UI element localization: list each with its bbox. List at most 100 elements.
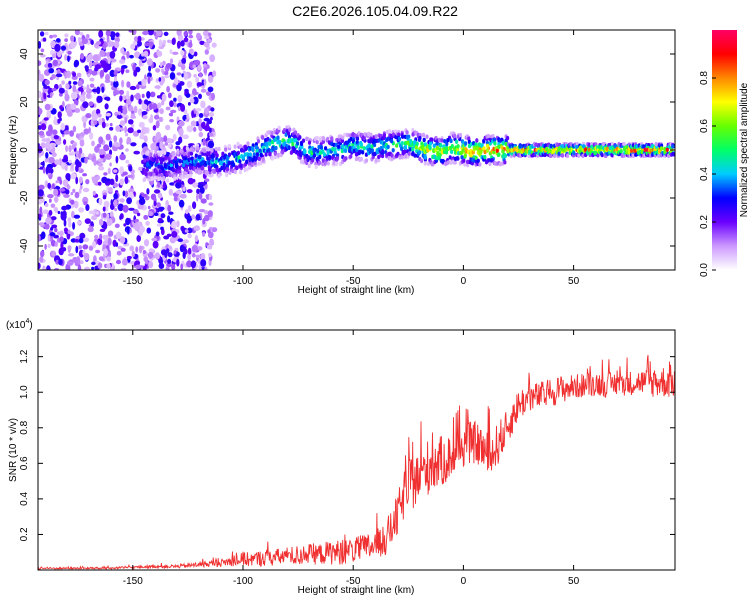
heatmap-ridge-cell [355, 140, 359, 145]
heatmap-noise-cell [66, 260, 74, 266]
heatmap-ridge-cell [362, 146, 366, 151]
heatmap-noise-cell [70, 199, 75, 205]
heatmap-noise-cell [208, 194, 213, 201]
heatmap-noise-cell [70, 103, 77, 110]
heatmap-ridge-cell [287, 145, 291, 151]
heatmap-noise-cell [135, 66, 141, 73]
heatmap-noise-cell [145, 220, 150, 226]
heatmap-ridge-cell [257, 156, 261, 161]
heatmap-noise-cell [212, 70, 217, 77]
heatmap-noise-cell [122, 171, 128, 176]
heatmap-ridge-cell [490, 158, 494, 163]
heatmap-ridge-cell [188, 165, 193, 170]
heatmap-noise-cell [47, 243, 51, 248]
heatmap-ridge-cell [150, 176, 154, 182]
heatmap-noise-cell [68, 145, 72, 153]
heatmap-noise-cell [207, 210, 213, 218]
heatmap-ridge-cell [236, 141, 240, 147]
colorbar-ticks: 0.0 0.2 0.4 0.6 0.8 [699, 71, 716, 277]
heatmap-noise-cell [125, 69, 130, 73]
heatmap-ridge-cell [178, 165, 182, 171]
heatmap-noise-cell [83, 252, 90, 261]
heatmap-ridge-cell [225, 167, 230, 172]
snr-x-tick-label: -50 [346, 576, 361, 587]
heatmap-noise-cell [88, 127, 91, 133]
colorbar-bar [712, 30, 737, 270]
heatmap-noise-cell [118, 89, 125, 95]
heatmap-noise-cell [78, 188, 82, 194]
heatmap-noise-cell [209, 127, 212, 133]
snr-y-axis-label: SNR (10 * v/v) [8, 418, 19, 482]
heatmap-noise-cell [158, 77, 162, 82]
heatmap-noise-cell [107, 230, 114, 237]
heatmap-noise-cell [45, 141, 51, 150]
heatmap-noise-cell [74, 191, 80, 199]
heatmap-noise-cell [70, 173, 77, 180]
heatmap-noise-cell [143, 214, 149, 220]
heatmap-noise-cell [173, 250, 177, 255]
heatmap-ridge-cell [173, 176, 177, 181]
heatmap-ridge-cell [482, 139, 486, 144]
heatmap-noise-cell [92, 240, 97, 249]
heatmap-ridge-cell [356, 145, 360, 150]
heatmap-ridge-cell [324, 146, 328, 151]
heatmap-noise-cell [102, 206, 106, 212]
heatmap-noise-cell [125, 95, 129, 100]
heatmap-noise-cell [92, 54, 99, 62]
heatmap-noise-cell [109, 51, 116, 59]
heatmap-ridge-cell [654, 142, 658, 147]
heatmap-noise-cell [97, 238, 103, 246]
heatmap-noise-cell [65, 145, 69, 153]
heatmap-noise-cell [63, 139, 67, 145]
heatmap-ridge-cell [622, 141, 626, 147]
heatmap-noise-cell [186, 215, 193, 222]
heatmap-noise-cell [44, 243, 47, 250]
heatmap-noise-cell [178, 120, 185, 127]
heatmap-noise-cell [106, 34, 110, 43]
snr-y-tick-label: 1.0 [19, 385, 30, 399]
heatmap-noise-cell [99, 49, 105, 58]
heatmap-noise-cell [70, 203, 75, 209]
heatmap-noise-cell [173, 102, 177, 108]
heatmap-ridge-cell [254, 145, 258, 150]
heatmap-ridge-cell [485, 148, 489, 153]
heatmap-noise-cell [161, 93, 167, 102]
heatmap-noise-cell [166, 233, 172, 237]
heatmap-noise-cell [135, 40, 142, 47]
heatmap-noise-cell [208, 202, 214, 206]
heatmap-ridge-cell [323, 161, 327, 166]
heatmap-noise-cell [191, 110, 195, 119]
heatmap-noise-cell [193, 126, 197, 132]
heatmap-noise-cell [206, 91, 212, 96]
heatmap-noise-cell [148, 248, 154, 253]
heatmap-ridge-cell [453, 160, 457, 165]
heatmap-noise-cell [207, 86, 214, 93]
heatmap-ridge-cell [584, 147, 588, 152]
heatmap-noise-cell [98, 166, 105, 171]
heatmap-noise-cell [192, 182, 199, 188]
heatmap-noise-cell [200, 100, 206, 109]
heatmap-noise-cell [59, 92, 63, 97]
heatmap-noise-cell [198, 131, 204, 138]
heatmap-ridge-cell [268, 151, 272, 156]
heatmap-noise-cell [55, 38, 61, 43]
heatmap-noise-cell [114, 111, 119, 117]
heatmap-ridge-cell [334, 161, 338, 167]
heatmap-noise-cell [68, 253, 75, 257]
spectrogram-x-tick-label: -150 [123, 276, 143, 287]
heatmap-noise-cell [105, 73, 110, 82]
heatmap-ridge-cell [501, 141, 505, 146]
heatmap-ridge-cell [258, 148, 262, 153]
heatmap-noise-cell [210, 92, 215, 101]
heatmap-noise-cell [126, 98, 132, 105]
heatmap-noise-cell [141, 193, 148, 198]
heatmap-noise-cell [159, 141, 164, 150]
heatmap-noise-cell [184, 248, 188, 255]
heatmap-ridge-cell [553, 153, 557, 158]
heatmap-noise-cell [187, 177, 194, 185]
heatmap-noise-cell [157, 102, 162, 109]
heatmap-noise-cell [83, 121, 87, 129]
heatmap-noise-cell [95, 211, 100, 215]
heatmap-noise-cell [167, 143, 172, 148]
heatmap-noise-cell [90, 221, 94, 227]
